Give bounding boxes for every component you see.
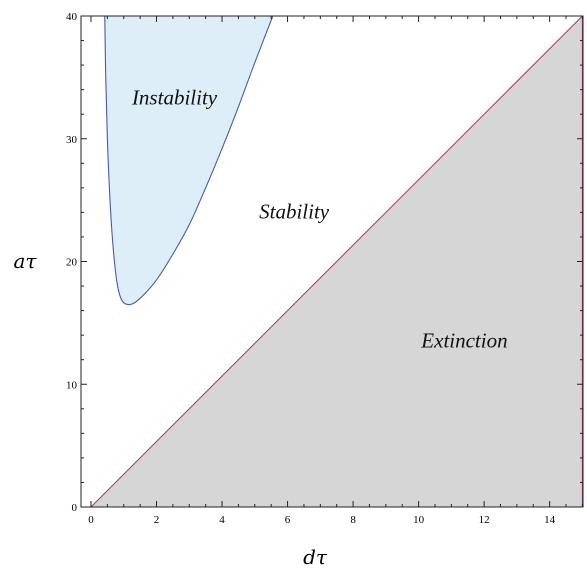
region-labels: Instability Stability Extinction — [131, 85, 508, 352]
y-tick-label: 30 — [66, 134, 78, 146]
instability-region — [104, 15, 274, 306]
x-tick-label: 4 — [219, 514, 225, 526]
x-axis-title: dτ — [303, 545, 328, 569]
x-tick-label: 2 — [154, 514, 160, 526]
y-tick-label: 40 — [66, 11, 78, 23]
x-tick-label: 0 — [88, 514, 94, 526]
y-tick-label: 10 — [66, 379, 78, 391]
y-axis-title: aτ — [14, 249, 38, 273]
x-tick-label: 6 — [285, 514, 291, 526]
axis-ticks: 0 2 4 6 8 10 12 14 0 10 20 30 40 — [66, 11, 583, 526]
x-tick-label: 8 — [350, 514, 356, 526]
y-tick-label: 0 — [72, 502, 78, 514]
y-tick-label: 20 — [66, 257, 78, 269]
x-tick-label: 10 — [413, 514, 425, 526]
extinction-label: Extinction — [420, 328, 507, 352]
stability-label: Stability — [259, 200, 330, 224]
x-tick-label: 12 — [479, 514, 490, 526]
instability-label: Instability — [131, 85, 218, 109]
x-tick-label: 14 — [544, 514, 556, 526]
